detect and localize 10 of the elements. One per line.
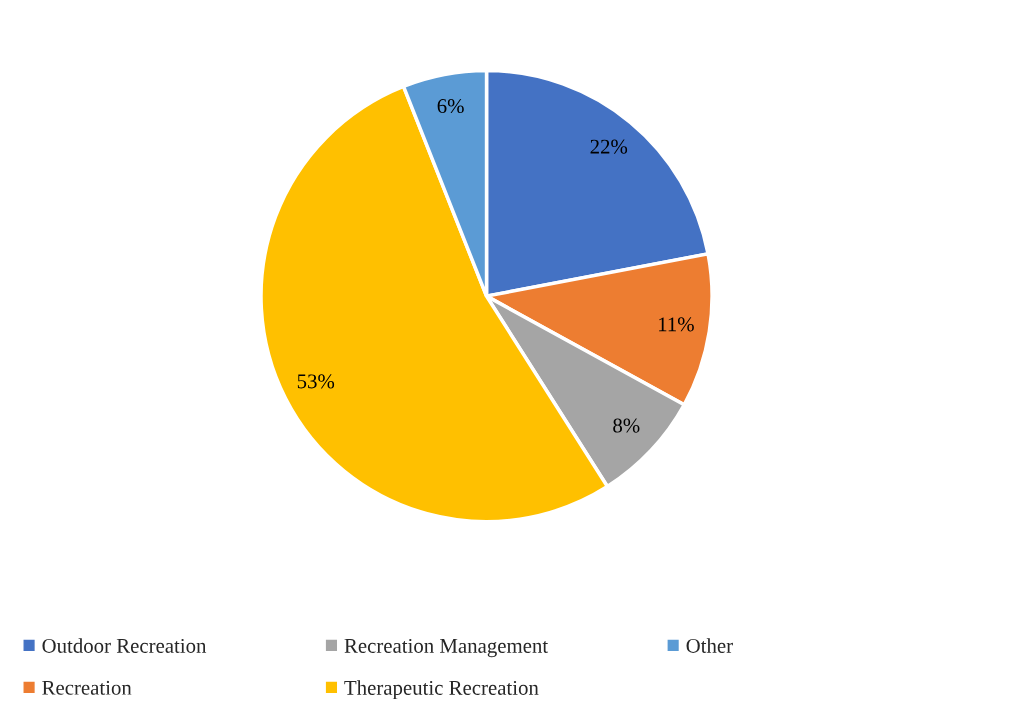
legend-label: Other	[686, 638, 733, 653]
legend-label: Recreation Management	[344, 638, 549, 658]
data-label: 11%	[659, 317, 694, 332]
data-label: 53%	[297, 374, 335, 389]
data-label: 8%	[613, 418, 640, 433]
legend-label: Therapeutic Recreation	[344, 680, 539, 700]
data-label: 6%	[437, 98, 464, 114]
data-label: 22%	[590, 139, 628, 154]
legend-label: Outdoor Recreation	[42, 638, 207, 653]
legend-label: Recreation	[42, 680, 132, 695]
